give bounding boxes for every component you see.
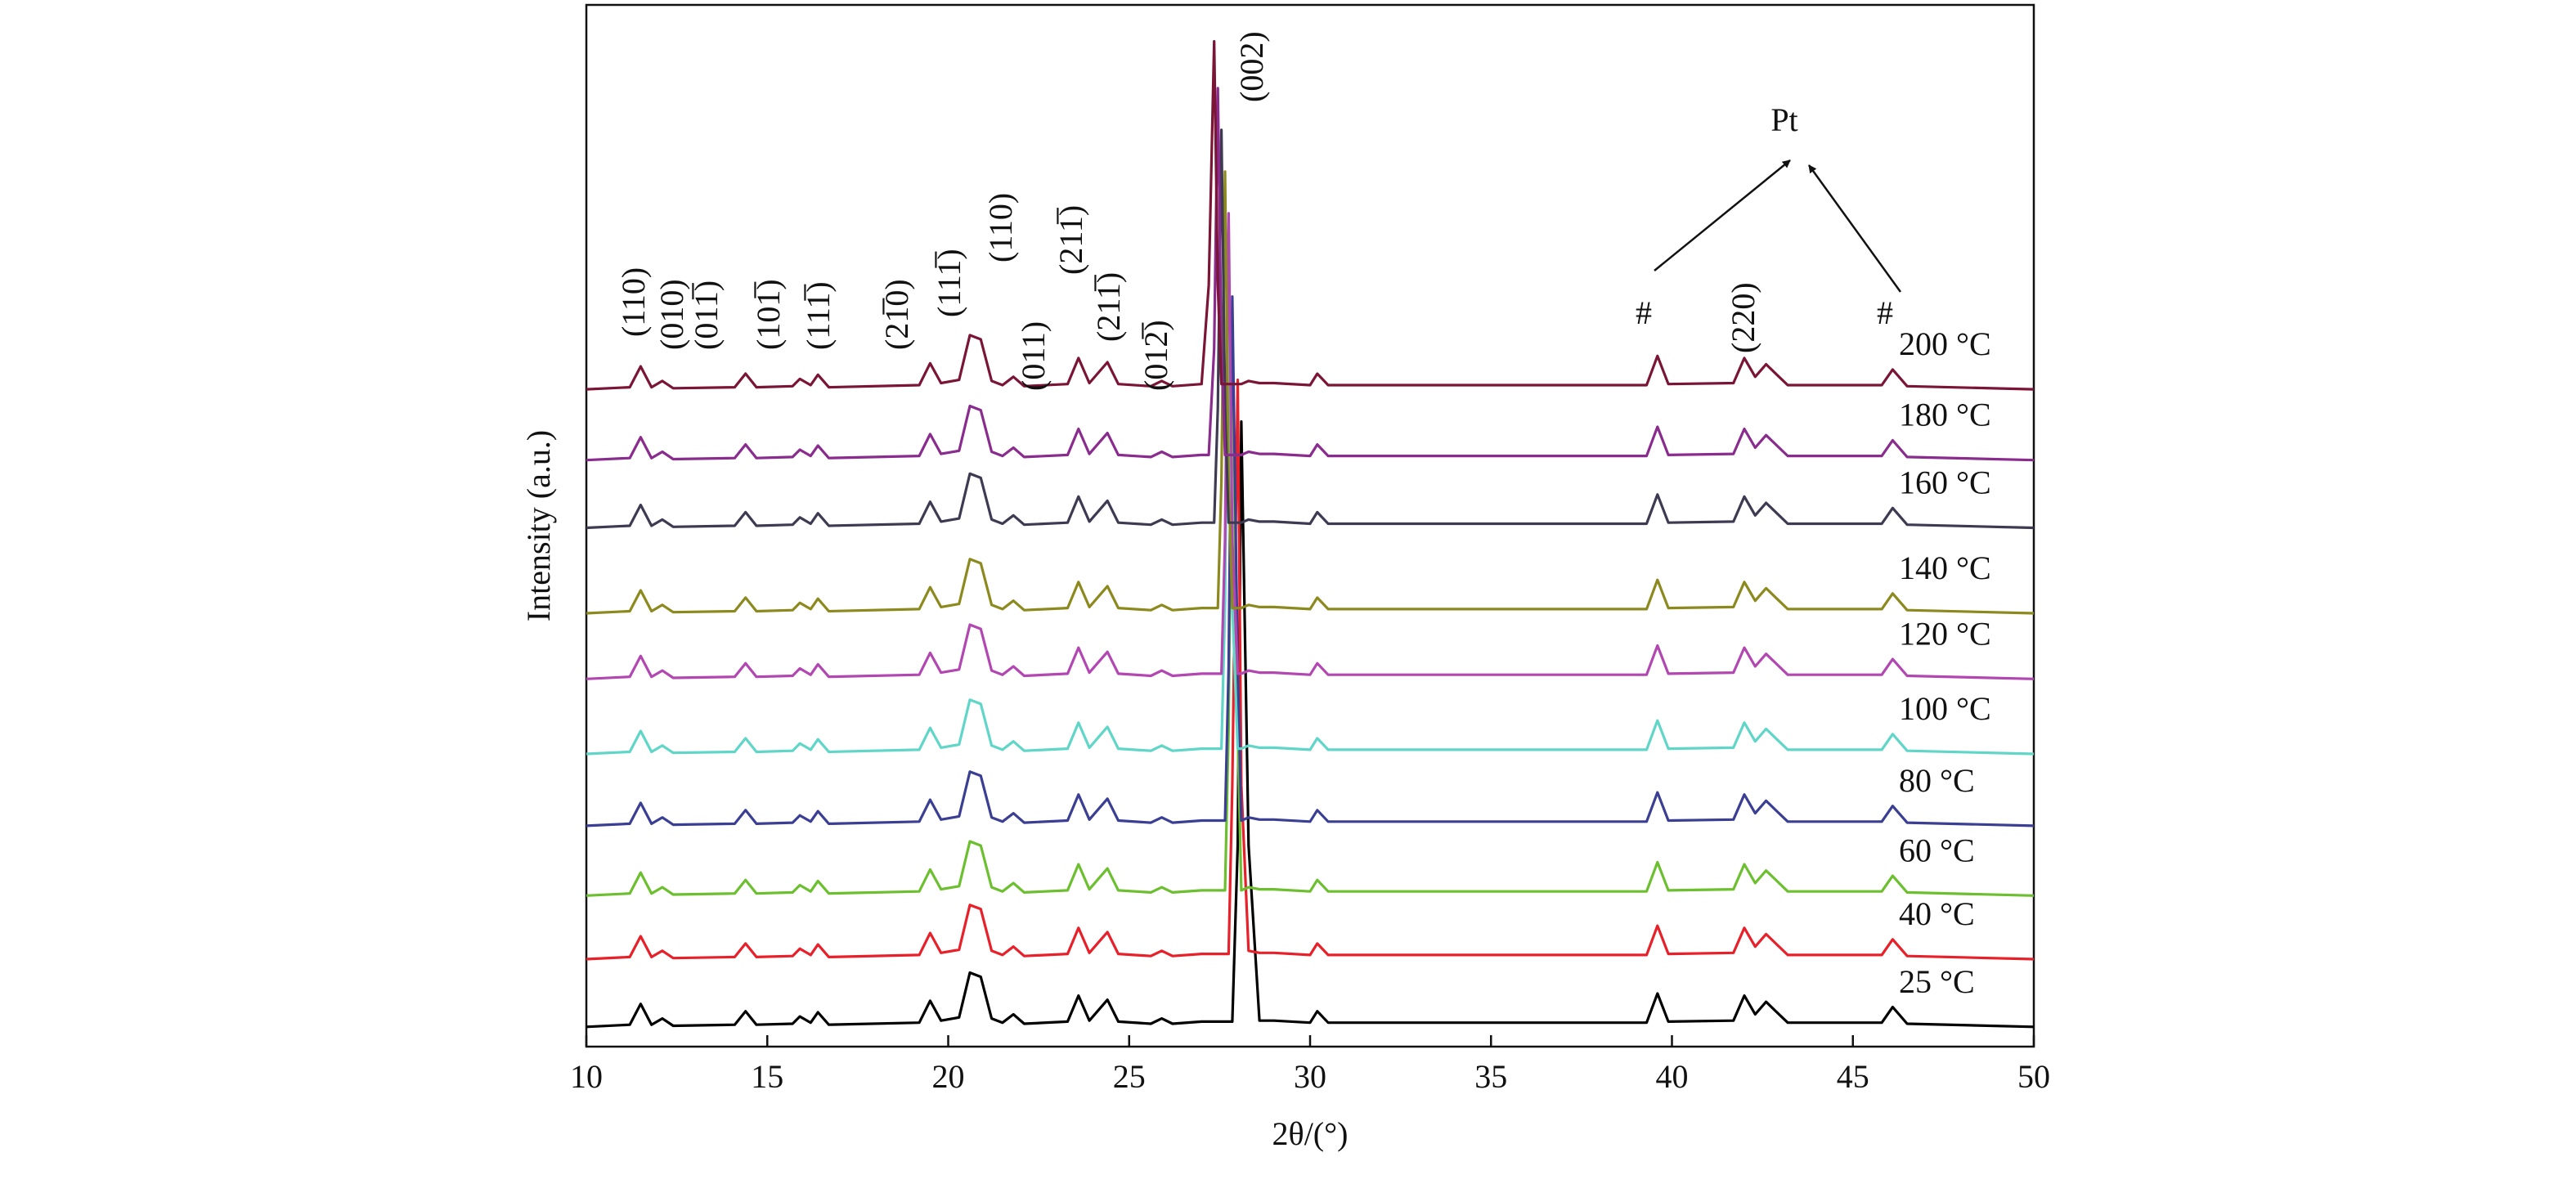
- series-label: 100 °C: [1899, 690, 1991, 727]
- arrow: [1654, 159, 1791, 271]
- x-tick-label: 45: [1837, 1058, 1869, 1095]
- annotation: (101̅): [750, 279, 787, 350]
- annotation: #: [1636, 294, 1652, 331]
- series-label: 140 °C: [1899, 549, 1991, 586]
- annotation: (110): [615, 267, 652, 337]
- series-label: 120 °C: [1899, 615, 1991, 652]
- x-tick-label: 50: [2017, 1058, 2050, 1095]
- annotation: (002): [1233, 31, 1270, 102]
- x-tick-label: 10: [570, 1058, 603, 1095]
- series-line: [586, 40, 2035, 391]
- x-tick-label: 20: [932, 1058, 965, 1095]
- series-line: [586, 212, 2035, 680]
- series-line: [586, 295, 2035, 827]
- annotation: (220): [1725, 282, 1761, 353]
- series-line: [586, 420, 2035, 1029]
- series-label: 180 °C: [1899, 397, 1991, 433]
- x-tick-label: 30: [1294, 1058, 1326, 1095]
- series-label: 25 °C: [1899, 963, 1975, 1000]
- series-label: 80 °C: [1899, 762, 1975, 799]
- annotation: (011̅): [688, 280, 725, 350]
- series-label: 200 °C: [1899, 325, 1991, 362]
- x-tick-label: 40: [1656, 1058, 1689, 1095]
- annotation: Pt: [1770, 101, 1797, 138]
- annotation: (011): [1015, 321, 1052, 391]
- x-axis-label: 2θ/(°): [1272, 1115, 1349, 1152]
- annotation: (21̅0): [878, 279, 915, 350]
- annotation: (111̅): [931, 249, 967, 317]
- annotation: (111̅): [800, 281, 837, 350]
- series-line: [586, 379, 2035, 961]
- annotation: (211̅): [1052, 205, 1089, 275]
- x-tick-label: 25: [1113, 1058, 1146, 1095]
- series-line: [586, 170, 2035, 615]
- x-tick-label: 35: [1474, 1058, 1507, 1095]
- x-tick-label: 15: [751, 1058, 783, 1095]
- series-label: 40 °C: [1899, 895, 1975, 932]
- series-line: [586, 253, 2035, 756]
- annotation: (012̅): [1138, 320, 1174, 391]
- arrow: [1807, 164, 1902, 293]
- annotation: (010): [653, 279, 690, 350]
- annotation: #: [1877, 294, 1893, 331]
- series-line: [586, 337, 2035, 897]
- annotation: (211̅): [1090, 272, 1127, 342]
- series-line: [586, 87, 2035, 462]
- series-label: 60 °C: [1899, 832, 1975, 868]
- y-axis-label: Intensity (a.u.): [520, 430, 557, 621]
- series-label: 160 °C: [1899, 464, 1991, 501]
- series-line: [586, 128, 2035, 530]
- annotation: (110): [982, 193, 1019, 262]
